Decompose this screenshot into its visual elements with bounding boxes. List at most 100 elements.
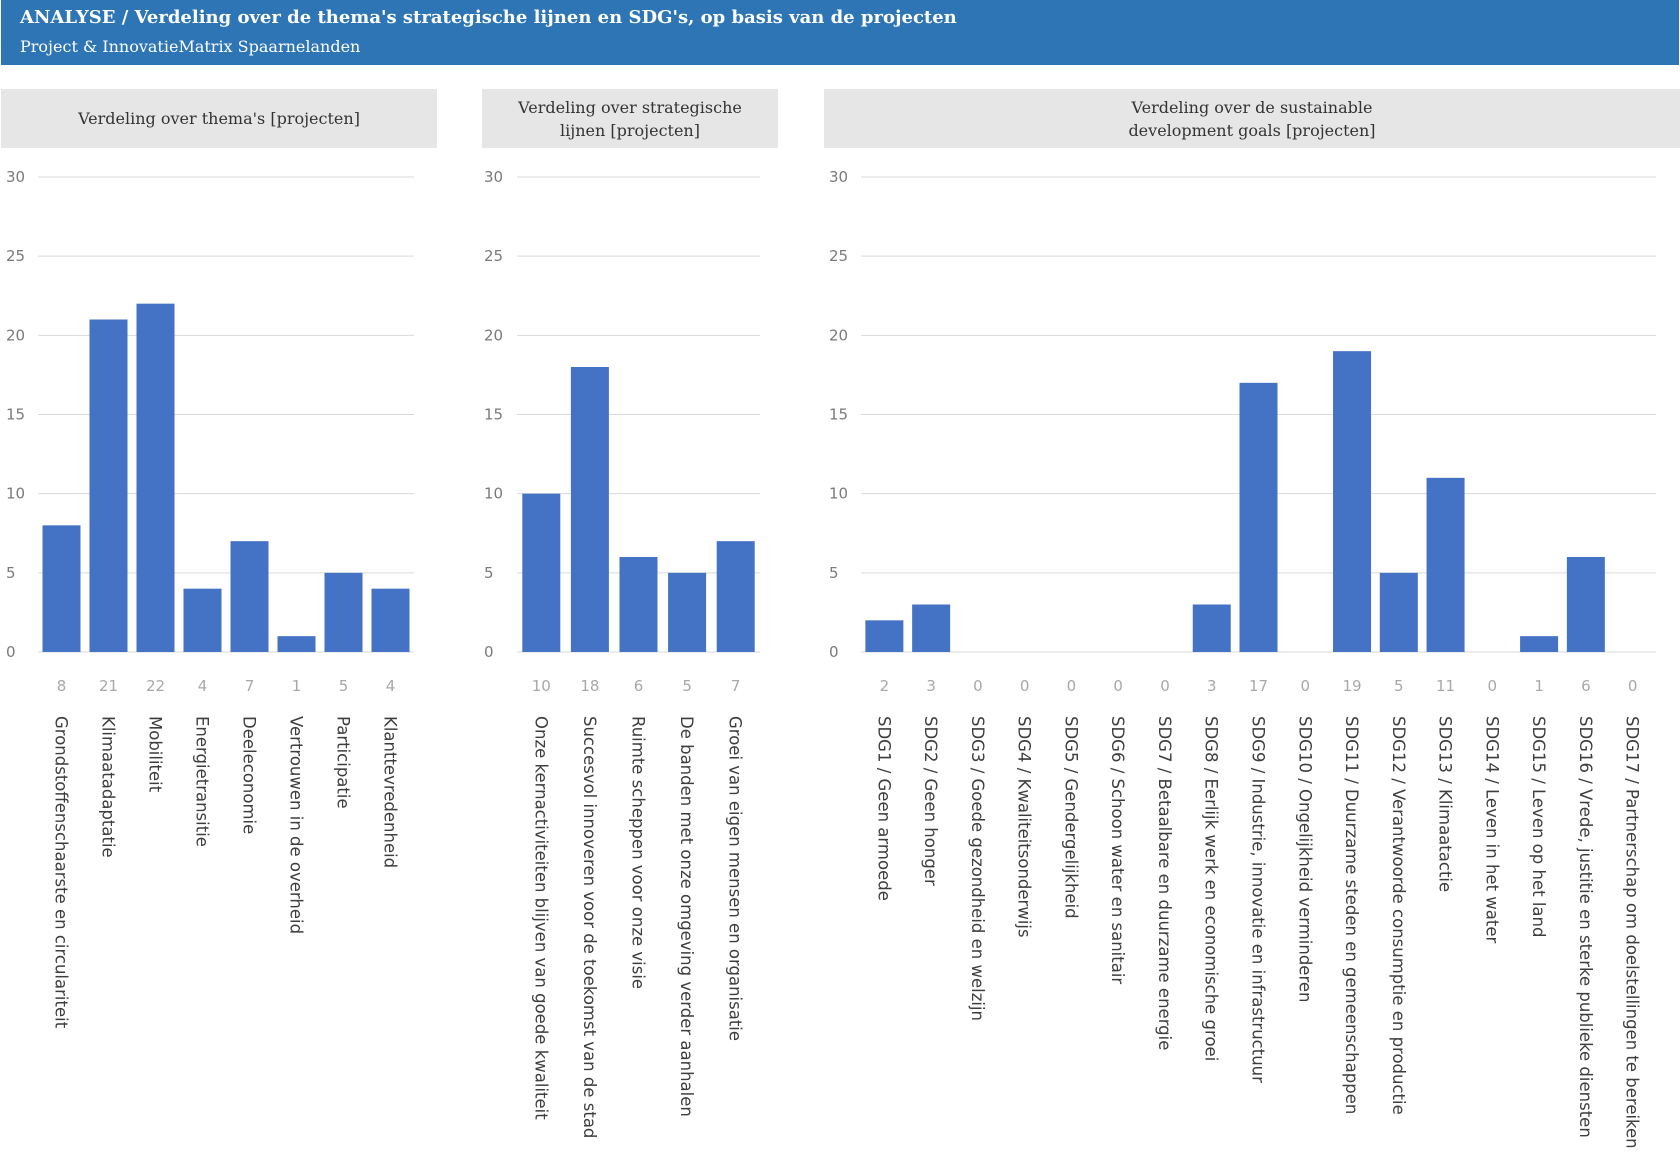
data-label: 6	[634, 677, 644, 695]
chart-title-line: Verdeling over strategische	[518, 97, 742, 117]
bar	[89, 319, 128, 652]
data-label: 5	[1394, 677, 1404, 695]
y-tick-label: 25	[484, 247, 503, 265]
bar	[371, 588, 410, 652]
y-tick-label: 25	[6, 247, 25, 265]
chart-title-line: lijnen [projecten]	[560, 120, 700, 140]
category-label: SDG11 / Duurzame steden en gemeenschappe…	[1342, 716, 1361, 1114]
category-label: SDG12 / Verantwoorde consumptie en produ…	[1389, 716, 1408, 1115]
category-label: Succesvol innoveren voor de toekomst van…	[580, 716, 599, 1138]
category-label: SDG13 / Klimaatactie	[1436, 716, 1455, 892]
page-title: ANALYSE / Verdeling over de thema's stra…	[20, 7, 957, 28]
data-label: 19	[1342, 677, 1361, 695]
bar	[1566, 557, 1605, 652]
data-label: 0	[1113, 677, 1123, 695]
bar	[1239, 382, 1278, 652]
data-label: 11	[1436, 677, 1455, 695]
category-label: De banden met onze omgeving verder aanha…	[677, 716, 696, 1117]
category-label: SDG14 / Leven in het water	[1482, 716, 1501, 944]
chart-title-sdgs: Verdeling over de sustainable developmen…	[824, 89, 1680, 148]
y-tick-label: 5	[829, 564, 839, 582]
chart-title-line: development goals [projecten]	[1128, 120, 1376, 140]
chart-title-strategische-lijnen: Verdeling over strategische lijnen [proj…	[482, 89, 778, 148]
data-label: 0	[1067, 677, 1077, 695]
category-label: Grondstoffenschaarste en circulariteit	[52, 716, 71, 1029]
data-label: 5	[682, 677, 692, 695]
data-label: 6	[1581, 677, 1591, 695]
y-tick-label: 10	[6, 485, 25, 503]
data-label: 0	[1020, 677, 1030, 695]
y-tick-label: 30	[6, 168, 25, 186]
category-label: Klimaatadaptatie	[99, 716, 118, 858]
category-label: Deeleconomie	[240, 716, 259, 834]
category-label: SDG2 / Geen honger	[921, 716, 940, 886]
bar	[1379, 572, 1418, 652]
chart-title-line: Verdeling over de sustainable	[1131, 97, 1373, 117]
y-tick-label: 0	[484, 643, 494, 661]
bar	[324, 572, 363, 652]
bar	[912, 604, 951, 652]
data-label: 1	[292, 677, 302, 695]
y-tick-label: 0	[6, 643, 16, 661]
header-banner: ANALYSE / Verdeling over de thema's stra…	[1, 0, 1679, 65]
data-label: 17	[1249, 677, 1268, 695]
data-label: 18	[580, 677, 599, 695]
y-tick-label: 20	[829, 326, 848, 344]
category-label: Klanttevredenheid	[381, 716, 400, 868]
y-tick-label: 20	[484, 326, 503, 344]
bar	[136, 303, 175, 652]
data-label: 21	[99, 677, 118, 695]
category-label: Mobiliteit	[146, 716, 165, 793]
data-label: 3	[926, 677, 936, 695]
data-label: 8	[57, 677, 67, 695]
category-label: Ruimte scheppen voor onze visie	[629, 716, 648, 989]
data-label: 1	[1534, 677, 1544, 695]
bar	[865, 620, 904, 652]
data-label: 3	[1207, 677, 1217, 695]
data-label: 2	[880, 677, 890, 695]
bar	[1426, 477, 1465, 652]
category-label: Vertrouwen in de overheid	[287, 716, 306, 934]
category-label: SDG1 / Geen armoede	[874, 716, 893, 901]
bar	[668, 572, 707, 652]
bar	[42, 525, 81, 652]
category-label: SDG10 / Ongelijkheid verminderen	[1295, 716, 1314, 1002]
category-label: SDG6 / Schoon water en sanitair	[1108, 716, 1127, 984]
category-label: SDG17 / Partnerschap om doelstellingen t…	[1623, 716, 1642, 1149]
data-label: 0	[1628, 677, 1638, 695]
category-label: SDG16 / Vrede, justitie en sterke publie…	[1576, 716, 1595, 1138]
category-label: SDG9 / Industrie, innovatie en infrastru…	[1249, 716, 1268, 1083]
data-label: 4	[198, 677, 208, 695]
y-tick-label: 5	[6, 564, 16, 582]
bar	[183, 588, 222, 652]
y-tick-label: 10	[829, 485, 848, 503]
category-label: SDG15 / Leven op het land	[1529, 716, 1548, 937]
category-label: Groei van eigen mensen en organisatie	[726, 716, 745, 1041]
bar	[1520, 636, 1559, 652]
data-label: 10	[532, 677, 551, 695]
category-label: Onze kernactiviteiten blijven van goede …	[531, 716, 550, 1120]
y-tick-label: 0	[829, 643, 839, 661]
data-label: 0	[1488, 677, 1498, 695]
data-label: 0	[1160, 677, 1170, 695]
bar	[230, 541, 269, 652]
data-label: 7	[245, 677, 255, 695]
chart-title-themas: Verdeling over thema's [projecten]	[1, 89, 437, 148]
y-tick-label: 30	[829, 168, 848, 186]
category-label: SDG7 / Betaalbare en duurzame energie	[1155, 716, 1174, 1050]
category-label: SDG8 / Eerlijk werk en economische groei	[1202, 716, 1221, 1061]
category-label: SDG5 / Gendergelijkheid	[1061, 716, 1080, 919]
bar	[1333, 351, 1372, 652]
bar	[522, 493, 561, 652]
y-tick-label: 15	[829, 406, 848, 424]
bar	[716, 541, 755, 652]
y-tick-label: 20	[6, 326, 25, 344]
data-label: 5	[339, 677, 349, 695]
data-label: 0	[973, 677, 983, 695]
chart-title-line: Verdeling over thema's [projecten]	[78, 109, 360, 128]
data-label: 4	[386, 677, 396, 695]
category-label: Participatie	[334, 716, 353, 809]
bar	[1192, 604, 1231, 652]
category-label: Energietransitie	[193, 716, 212, 847]
